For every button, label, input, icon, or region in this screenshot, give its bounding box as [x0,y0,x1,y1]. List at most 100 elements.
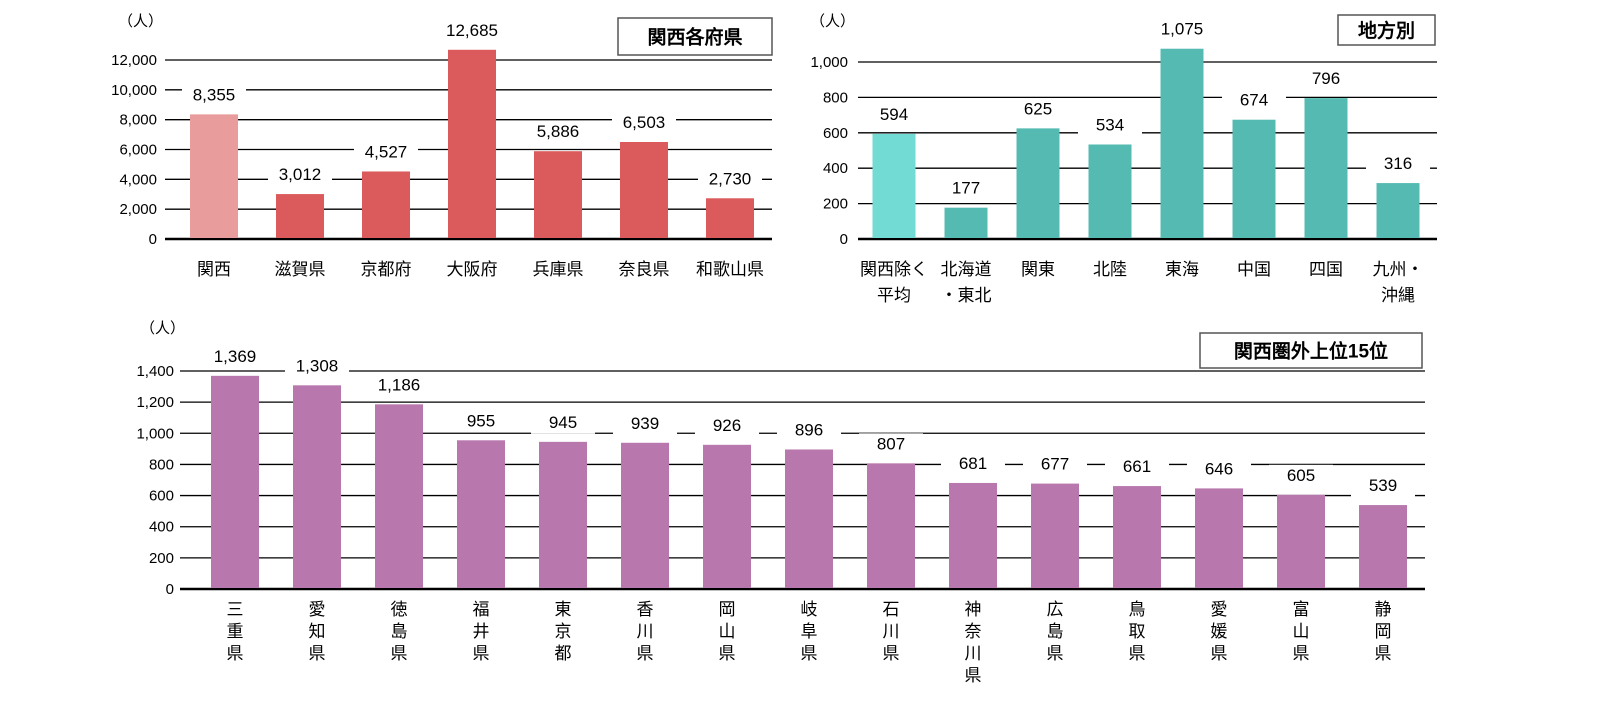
value-label: 2,730 [709,169,752,188]
category-label: 京都府 [361,260,412,279]
category-label: 東海 [1165,260,1199,279]
value-label-bg [526,121,590,144]
y-unit-label: （人） [118,13,163,30]
bar [706,198,754,238]
value-label: 661 [1123,457,1151,476]
value-label: 896 [795,420,823,439]
value-label: 12,685 [446,21,498,40]
bar [539,441,587,588]
category-label-char: 愛 [309,600,326,619]
value-label: 177 [952,179,980,198]
category-label-char: 県 [1047,644,1064,663]
bar [949,482,997,588]
value-label: 539 [1369,476,1397,495]
value-label-bg [1105,456,1169,479]
category-label-char: 取 [1129,622,1146,641]
category-label-char: 県 [965,666,982,685]
value-label-bg [268,164,332,187]
category-label-char: 都 [555,644,572,663]
category-label: 北海道 [941,260,992,279]
category-label-char: 福 [473,600,490,619]
category-label-char: 県 [719,644,736,663]
value-label: 316 [1384,154,1412,173]
value-label-bg [440,19,504,42]
value-label-bg [203,345,267,368]
category-label-char: 県 [1129,644,1146,663]
bar [620,141,668,238]
bar [1113,486,1161,588]
category-label-char: 県 [473,644,490,663]
chart-title-box [1337,14,1436,46]
category-label-char: 川 [637,622,654,641]
bar [867,463,915,588]
category-label: 兵庫県 [533,260,584,279]
value-label: 1,186 [378,375,421,394]
y-unit-label: （人） [140,320,185,337]
chart-title: 関西各府県 [647,26,742,49]
category-label-char: 県 [1293,644,1310,663]
y-tick-label: 200 [149,550,174,567]
value-label: 926 [713,416,741,435]
value-label-bg [612,111,676,134]
category-label: 関西除く [860,260,928,279]
bar [1016,128,1060,238]
category-label: ・東北 [941,286,992,305]
category-label: 平均 [877,286,911,305]
y-tick-label: 2,000 [119,201,157,218]
category-label: 関東 [1021,260,1055,279]
y-tick-label: 10,000 [111,82,157,99]
value-label: 1,369 [214,347,257,366]
category-label-char: 岐 [801,600,818,619]
bar [785,449,833,588]
bar [1232,119,1276,238]
category-label-char: 岡 [719,600,736,619]
category-label: 沖縄 [1381,286,1415,305]
value-label: 625 [1024,99,1052,118]
bar [621,442,669,588]
value-label-bg [862,103,926,126]
bar [703,444,751,588]
bar [1195,488,1243,588]
y-tick-label: 600 [149,488,174,505]
category-label-char: 富 [1293,600,1310,619]
category-label-char: 神 [965,600,982,619]
value-label-bg [1187,458,1251,481]
category-label: 四国 [1309,260,1343,279]
bar [1277,494,1325,588]
category-label: 関西 [197,260,231,279]
category-label: 奈良県 [619,260,670,279]
value-label: 5,886 [537,122,580,141]
category-label-char: 県 [309,644,326,663]
value-label-bg [777,419,841,442]
category-label-char: 県 [1375,644,1392,663]
category-label: 中国 [1237,260,1271,279]
category-label-char: 県 [637,644,654,663]
category-label-char: 東 [555,600,572,619]
chart-title-box [617,17,773,56]
value-label-bg [941,452,1005,475]
category-label: 九州・ [1373,260,1424,279]
value-label-bg [1150,18,1214,41]
value-label-bg [1351,475,1415,498]
value-label-bg [698,168,762,191]
category-label-char: 島 [1047,622,1064,641]
value-label: 807 [877,434,905,453]
bar [1359,505,1407,588]
y-unit-label: （人） [810,13,855,30]
value-label: 8,355 [193,85,236,104]
category-label-char: 島 [391,622,408,641]
category-label-char: 岡 [1375,622,1392,641]
category-label-char: 奈 [965,622,982,641]
y-tick-label: 1,400 [136,363,174,380]
y-tick-label: 400 [149,519,174,536]
category-label-char: 県 [227,644,244,663]
value-label: 796 [1312,69,1340,88]
category-label-char: 県 [1211,644,1228,663]
bar [872,133,916,238]
category-label: 滋賀県 [275,260,326,279]
value-label: 4,527 [365,142,408,161]
category-label-char: 阜 [801,622,818,641]
value-label: 1,075 [1161,20,1204,39]
category-label-char: 石 [883,600,900,619]
